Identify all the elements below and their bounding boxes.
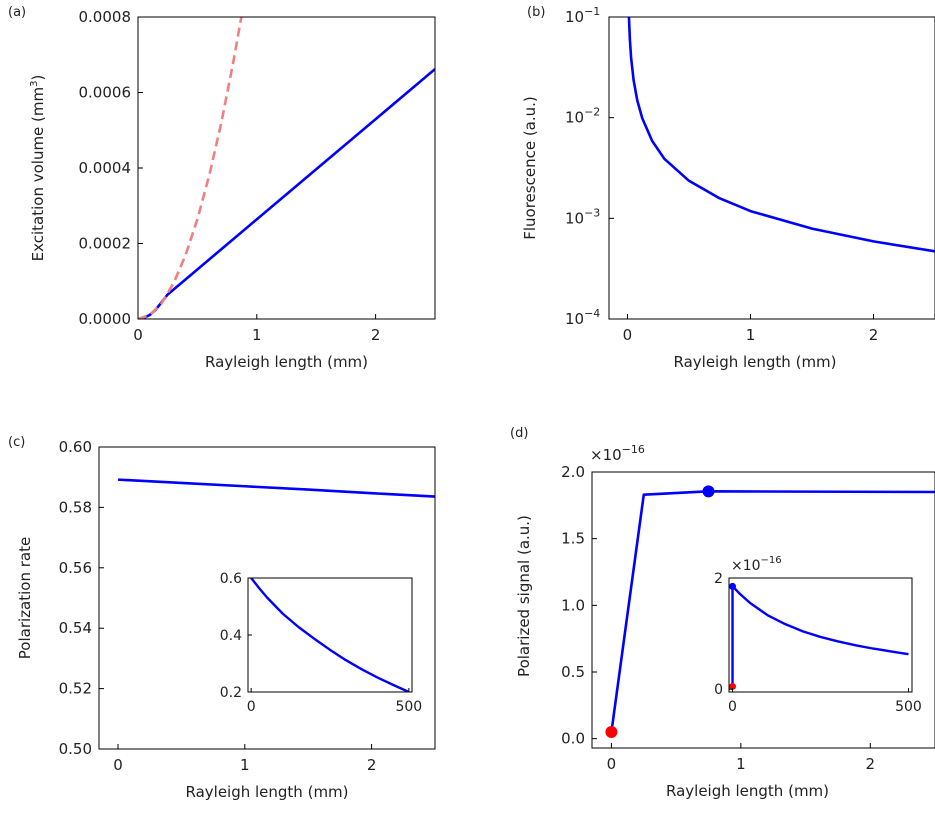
panel-d-x-tick-label: 2 <box>866 755 876 773</box>
panel-d-multiplier-label: ×10−16 <box>590 443 645 464</box>
panel-a-y-tick-label: 0.0002 <box>79 235 132 253</box>
panel-a-series-line-1 <box>138 68 435 319</box>
panel-c-inset-x-tick-label: 500 <box>395 699 422 715</box>
panel-a-label: (a) <box>8 5 26 20</box>
panel-c-x-tick-label: 1 <box>240 756 250 774</box>
panel-a-x-tick-label: 2 <box>371 326 381 344</box>
panel-c-axes-frame <box>98 446 436 750</box>
panel-b-y-tick-label: 10−1 <box>565 5 600 26</box>
panel-c-y-tick-label: 0.58 <box>59 498 92 516</box>
panel-c-y-axis-label: Polarization rate <box>16 537 34 659</box>
panel-a-y-tick-label: 0.0004 <box>79 159 132 177</box>
panel-c-y-tick-label: 0.54 <box>59 619 92 637</box>
panel-d-inset-multiplier-label: ×10−16 <box>731 555 782 574</box>
panel-c-inset-x-tick-label: 0 <box>247 699 256 715</box>
panel-c-x-tick-label: 2 <box>367 756 377 774</box>
panel-a-axes-frame <box>137 16 436 320</box>
panel-b-x-tick-label: 1 <box>746 326 756 344</box>
panel-a-x-tick-label: 1 <box>252 326 262 344</box>
panel-c-y-tick-label: 0.56 <box>59 559 92 577</box>
panel-a-series-line-2 <box>138 17 243 319</box>
panel-d-inset-background <box>729 578 912 692</box>
panel-d-inset-marker-2 <box>729 582 737 590</box>
panel-c-inset-series-line-1 <box>250 578 410 692</box>
panel-d-inset-x-tick-label: 500 <box>895 699 922 715</box>
panel-c-inset-background <box>248 578 412 692</box>
panel-b-label: (b) <box>527 5 545 20</box>
panel-d-inset-frame <box>728 577 913 693</box>
panel-b-axes-frame <box>608 16 935 320</box>
panel-b-y-tick-label: 10−4 <box>565 307 600 328</box>
panel-d-y-tick-label: 1.0 <box>561 596 585 614</box>
panel-d-inset-marker-1 <box>729 682 737 690</box>
panel-b-y-axis-label: Fluorescence (a.u.) <box>521 96 539 240</box>
panel-c-inset-y-tick-label: 0.4 <box>220 628 242 644</box>
panel-d-x-axis-label: Rayleigh length (mm) <box>666 782 829 800</box>
panel-c-y-tick-label: 0.50 <box>59 740 92 758</box>
panel-c-x-tick-label: 0 <box>113 756 123 774</box>
panel-d-y-tick-label: 0.0 <box>561 730 585 748</box>
panel-c-series-line-1 <box>117 478 435 498</box>
panel-d-x-tick-label: 1 <box>736 755 746 773</box>
panel-c-inset-y-tick-label: 0.6 <box>220 571 242 587</box>
panel-a-y-tick-label: 0.0000 <box>79 310 132 328</box>
panel-d-inset-x-tick-label: 0 <box>728 699 737 715</box>
panel-c-y-tick-label: 0.52 <box>59 680 92 698</box>
panel-b-x-tick-label: 0 <box>623 326 633 344</box>
panel-b-x-tick-label: 2 <box>869 326 879 344</box>
panel-d-axes-frame <box>591 471 935 749</box>
panel-b-y-tick-label: 10−2 <box>565 106 600 127</box>
panel-d-series-line-1 <box>610 490 935 733</box>
panel-b-x-axis-label: Rayleigh length (mm) <box>673 353 836 371</box>
panel-d-y-tick-label: 2.0 <box>561 463 585 481</box>
panel-c-label: (c) <box>8 435 25 450</box>
panel-a-x-tick-label: 0 <box>133 326 143 344</box>
panel-d-y-tick-label: 0.5 <box>561 663 585 681</box>
panel-a-y-tick-label: 0.0008 <box>79 8 132 26</box>
panel-c-inset-y-tick-label: 0.2 <box>220 685 242 701</box>
panel-b-series-line-1 <box>627 17 935 253</box>
panel-a-x-axis-label: Rayleigh length (mm) <box>205 353 368 371</box>
panel-a-y-axis-label: Excitation volume (mm3) <box>29 75 47 262</box>
panel-d-y-tick-label: 1.5 <box>561 530 585 548</box>
panel-d-x-tick-label: 0 <box>607 755 617 773</box>
panel-c-x-axis-label: Rayleigh length (mm) <box>185 783 348 801</box>
panel-d-marker-1 <box>605 726 618 738</box>
panel-d-inset-y-tick-label: 0 <box>714 682 723 698</box>
panel-d-y-axis-label: Polarized signal (a.u.) <box>515 515 533 677</box>
panel-d-inset-y-tick-label: 2 <box>714 571 723 587</box>
panel-b-y-tick-label: 10−3 <box>565 206 600 227</box>
panel-d-label: (d) <box>510 426 528 441</box>
panel-a-y-tick-label: 0.0006 <box>79 84 132 102</box>
panel-d-marker-2 <box>702 485 715 498</box>
panel-c-y-tick-label: 0.60 <box>59 438 92 456</box>
panel-d-inset-series-line-1 <box>731 585 909 687</box>
